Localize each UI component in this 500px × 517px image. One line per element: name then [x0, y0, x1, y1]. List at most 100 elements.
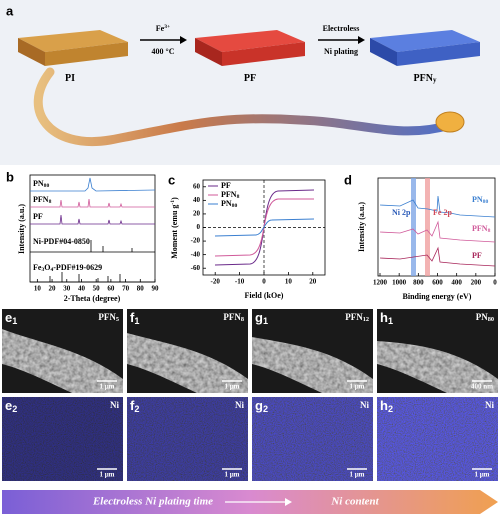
peak-label: Ni 2p: [392, 208, 411, 217]
text-part: PFN: [414, 73, 434, 84]
curve-label: PF: [33, 212, 43, 221]
x-tick-label: 400: [451, 279, 462, 287]
scale-label: 1 μm: [474, 471, 489, 479]
sem-image: [127, 333, 248, 393]
y-axis-label: Intensity (a.u.): [17, 204, 26, 254]
text-part: f: [130, 310, 135, 325]
x-tick-label: 50: [93, 285, 101, 293]
y-tick-label: -20: [191, 237, 201, 245]
x-tick-label: 90: [152, 285, 160, 293]
text-part: PN: [33, 179, 44, 188]
text-part: PN: [476, 312, 488, 322]
banner-text: Electroless Ni plating time: [92, 496, 213, 508]
curve-label: PN80: [472, 195, 488, 205]
text-part: PF: [221, 181, 231, 190]
text-part: ): [170, 197, 179, 200]
text-part: Fe: [156, 24, 165, 33]
sem-image: [252, 337, 373, 393]
text-part: 4: [50, 267, 53, 273]
panel-a: a PI PF PFNy Fe3+ 400 °C Electroless Ni …: [0, 0, 500, 165]
axes-frame: [377, 177, 496, 277]
text-part: PF: [244, 73, 256, 84]
scale-label: 1 μm: [224, 471, 239, 479]
process: Ni plating: [324, 47, 358, 56]
x-tick-label: 800: [413, 279, 424, 287]
panel-label: f2: [130, 398, 139, 413]
x-tick-label: 1200: [373, 279, 388, 287]
text-part: Fe: [33, 263, 42, 272]
x-tick-label: -20: [211, 278, 221, 286]
sample-label: Ni: [235, 400, 244, 410]
x-tick-label: 20: [49, 285, 57, 293]
text-part: -PDF#19-0629: [53, 263, 102, 272]
text-part: PN: [472, 195, 483, 204]
x-tick-label: 0: [262, 278, 266, 286]
x-tick-label: 40: [78, 285, 86, 293]
x-tick-label: 60: [107, 285, 115, 293]
legend-label: PFN8: [221, 190, 240, 200]
text-part: Moment (emu g: [170, 205, 179, 259]
text-part: h: [380, 310, 388, 325]
process: Electroless: [323, 24, 360, 33]
x-tick-label: 10: [285, 278, 293, 286]
x-tick-label: 20: [309, 278, 317, 286]
text-part: 1: [12, 316, 17, 326]
text-part: PFN: [223, 312, 241, 322]
text-part: g: [255, 310, 263, 325]
text-part: Ni-PDF#04-0850: [33, 237, 90, 246]
sem-image: [377, 341, 498, 393]
panel-c: c PF PFN8 PN80 Moment (emu g-1) Field (k…: [168, 172, 326, 300]
text-part: 8: [488, 228, 491, 234]
y-tick-label: -40: [191, 250, 201, 258]
text-part: 8: [241, 316, 244, 323]
legend-label: PF: [221, 181, 231, 190]
panel-label: f1: [130, 310, 139, 325]
text-part: 1: [134, 316, 139, 326]
banner-text: Ni content: [330, 496, 379, 508]
material-label: PFNy: [414, 73, 437, 84]
scale-label: 400 nm: [471, 383, 493, 391]
text-part: 2: [388, 404, 393, 414]
panel-label: c: [168, 172, 175, 187]
x-tick-label: 1000: [392, 279, 407, 287]
text-part: y: [433, 76, 437, 84]
x-axis-label: Binding energy (eV): [403, 292, 472, 301]
panel-label: h1: [380, 310, 393, 325]
scale-label: 1 μm: [99, 383, 114, 391]
map-image: [377, 397, 498, 481]
sample-label: Ni: [360, 400, 369, 410]
map-image: [127, 397, 248, 481]
text-part: 80: [488, 316, 494, 323]
text-part: PFN: [472, 224, 488, 233]
y-axis-label: Intensity (a.u.): [357, 202, 366, 252]
y-tick-label: 60: [193, 182, 201, 190]
sample-label: PFN5: [98, 312, 119, 323]
text-part: 2: [263, 404, 268, 414]
x-tick-label: 0: [493, 279, 497, 287]
panel-label: b: [6, 169, 14, 184]
scale-label: 1 μm: [224, 383, 239, 391]
text-part: 80: [44, 183, 50, 189]
y-tick-label: -60: [191, 264, 201, 272]
text-part: PF: [472, 251, 482, 260]
curve-label: PFN8: [33, 195, 52, 205]
text-part: h: [380, 398, 388, 413]
y-tick-label: 40: [193, 196, 201, 204]
condition: 400 °C: [152, 47, 175, 56]
text-part: 80: [232, 203, 238, 209]
scale-label: 1 μm: [349, 471, 364, 479]
sample-label: PN80: [476, 312, 494, 323]
sample-label: PFN8: [223, 312, 244, 323]
x-tick-label: 30: [63, 285, 71, 293]
text-part: 1: [388, 316, 393, 326]
x-tick-label: -10: [235, 278, 245, 286]
text-part: PN: [221, 199, 232, 208]
material-label: PF: [244, 73, 256, 84]
x-tick-label: 80: [137, 285, 145, 293]
panel-d: d Ni 2p Fe 2p PN80 PFN8 PF Intensity (a.…: [344, 172, 496, 301]
text-part: 1: [263, 316, 268, 326]
y-tick-label: 20: [193, 210, 201, 218]
panel-label: e2: [5, 398, 17, 413]
